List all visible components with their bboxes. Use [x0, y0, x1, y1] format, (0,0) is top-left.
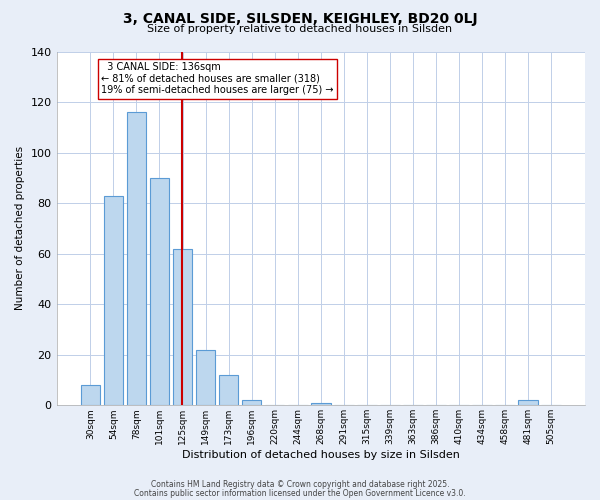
- Text: 3 CANAL SIDE: 136sqm  
← 81% of detached houses are smaller (318)
19% of semi-de: 3 CANAL SIDE: 136sqm ← 81% of detached h…: [101, 62, 334, 96]
- Text: 3, CANAL SIDE, SILSDEN, KEIGHLEY, BD20 0LJ: 3, CANAL SIDE, SILSDEN, KEIGHLEY, BD20 0…: [122, 12, 478, 26]
- Bar: [173, 248, 193, 406]
- Bar: [311, 403, 331, 406]
- Text: Contains public sector information licensed under the Open Government Licence v3: Contains public sector information licen…: [134, 489, 466, 498]
- Bar: [518, 400, 538, 406]
- Bar: [219, 375, 238, 406]
- Y-axis label: Number of detached properties: Number of detached properties: [15, 146, 25, 310]
- Bar: [196, 350, 215, 406]
- Bar: [127, 112, 146, 406]
- Bar: [104, 196, 123, 406]
- Text: Size of property relative to detached houses in Silsden: Size of property relative to detached ho…: [148, 24, 452, 34]
- Bar: [149, 178, 169, 406]
- Bar: [242, 400, 262, 406]
- Bar: [80, 385, 100, 406]
- Text: Contains HM Land Registry data © Crown copyright and database right 2025.: Contains HM Land Registry data © Crown c…: [151, 480, 449, 489]
- X-axis label: Distribution of detached houses by size in Silsden: Distribution of detached houses by size …: [182, 450, 460, 460]
